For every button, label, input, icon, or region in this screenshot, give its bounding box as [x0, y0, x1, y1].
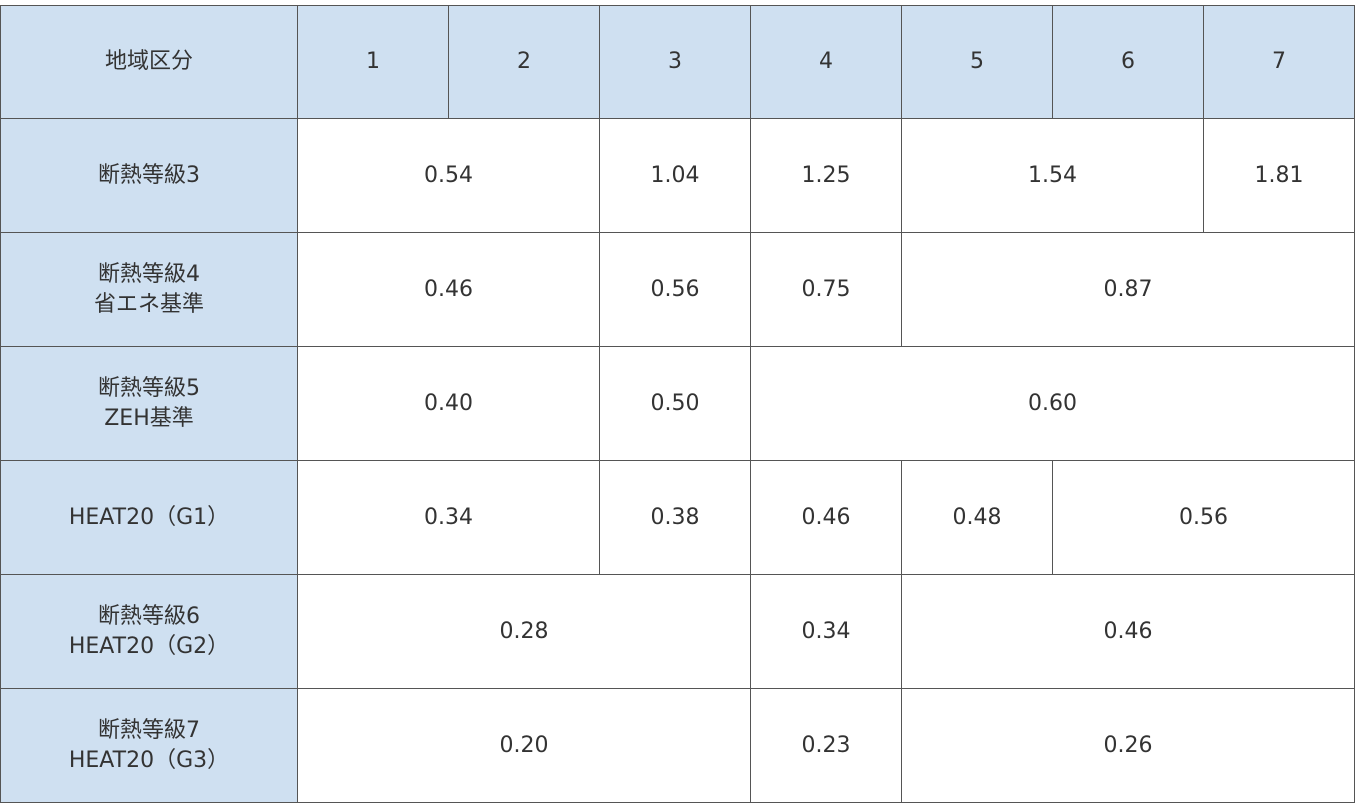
header-text: 地域区分 — [104, 49, 193, 74]
region-number: 7 — [1272, 49, 1286, 74]
header-label: 地域区分 — [1, 6, 298, 119]
value-text: 0.75 — [801, 276, 851, 302]
region-number: 1 — [366, 49, 380, 74]
value-text: 0.48 — [952, 504, 1002, 530]
value-cell: 0.48 — [902, 461, 1053, 575]
row-label-line: 断熱等級3 — [98, 162, 200, 188]
region-number: 6 — [1121, 49, 1135, 74]
value-cell: 0.60 — [751, 347, 1355, 461]
row-label-line: ZEH基準 — [104, 405, 194, 431]
row-label-line: 断熱等級4 — [98, 261, 200, 287]
value-text: 1.54 — [1028, 162, 1077, 188]
row-label: 断熱等級4 省エネ基準 — [1, 233, 298, 347]
value-cell: 0.34 — [751, 575, 902, 689]
value-text: 0.46 — [424, 276, 473, 302]
value-cell: 1.81 — [1204, 119, 1355, 233]
value-text: 1.81 — [1254, 162, 1304, 188]
value-text: 1.25 — [801, 162, 851, 188]
value-text: 0.40 — [424, 390, 473, 416]
value-cell: 0.87 — [902, 233, 1355, 347]
value-text: 0.56 — [650, 276, 700, 302]
value-cell: 0.38 — [600, 461, 751, 575]
value-text: 0.87 — [1103, 276, 1153, 302]
value-cell: 1.04 — [600, 119, 751, 233]
value-cell: 1.25 — [751, 119, 902, 233]
row-label-line: 断熱等級5 — [98, 375, 200, 401]
row-label: 断熱等級3 — [1, 119, 298, 233]
value-cell: 0.50 — [600, 347, 751, 461]
row-label-line: 断熱等級6 — [98, 603, 200, 629]
value-text: 0.56 — [1179, 504, 1228, 530]
value-text: 0.28 — [499, 618, 549, 644]
value-cell: 0.56 — [1053, 461, 1355, 575]
value-text: 0.38 — [650, 504, 700, 530]
region-header: 1 — [298, 6, 449, 119]
region-number: 4 — [819, 49, 833, 74]
value-cell: 0.75 — [751, 233, 902, 347]
value-text: 0.20 — [499, 732, 549, 758]
value-text: 0.54 — [424, 162, 473, 188]
value-cell: 0.20 — [298, 689, 751, 803]
row-label-line: HEAT20（G1） — [68, 504, 230, 530]
value-cell: 0.34 — [298, 461, 600, 575]
insulation-table: 地域区分 1 2 3 4 5 6 7 断熱等級3 0.54 1.04 1.25 1.54 1.81 断熱等級… — [0, 5, 1355, 803]
region-header: 6 — [1053, 6, 1204, 119]
value-text: 0.34 — [424, 504, 473, 530]
value-text: 1.04 — [650, 162, 700, 188]
value-cell: 0.56 — [600, 233, 751, 347]
value-cell: 0.54 — [298, 119, 600, 233]
value-text: 0.23 — [801, 732, 851, 758]
row-label-line: HEAT20（G3） — [68, 747, 230, 773]
row-label-line: 断熱等級7 — [98, 717, 200, 743]
region-number: 3 — [668, 49, 682, 74]
row-label: 断熱等級7 HEAT20（G3） — [1, 689, 298, 803]
value-text: 0.34 — [801, 618, 851, 644]
row-label-line: 省エネ基準 — [93, 291, 204, 317]
value-cell: 0.46 — [751, 461, 902, 575]
value-text: 0.50 — [650, 390, 700, 416]
value-text: 0.46 — [1103, 618, 1153, 644]
value-text: 0.26 — [1103, 732, 1153, 758]
region-header: 2 — [449, 6, 600, 119]
region-header: 3 — [600, 6, 751, 119]
value-cell: 0.28 — [298, 575, 751, 689]
row-label: HEAT20（G1） — [1, 461, 298, 575]
value-cell: 0.23 — [751, 689, 902, 803]
region-number: 2 — [517, 49, 531, 74]
row-label: 断熱等級6 HEAT20（G2） — [1, 575, 298, 689]
region-header: 4 — [751, 6, 902, 119]
row-label-line: HEAT20（G2） — [68, 633, 230, 659]
value-text: 0.60 — [1028, 390, 1077, 416]
value-cell: 0.46 — [902, 575, 1355, 689]
value-cell: 0.46 — [298, 233, 600, 347]
value-cell: 0.26 — [902, 689, 1355, 803]
region-header: 5 — [902, 6, 1053, 119]
value-cell: 1.54 — [902, 119, 1204, 233]
region-header: 7 — [1204, 6, 1355, 119]
value-cell: 0.40 — [298, 347, 600, 461]
row-label: 断熱等級5 ZEH基準 — [1, 347, 298, 461]
region-number: 5 — [970, 49, 984, 74]
value-text: 0.46 — [801, 504, 851, 530]
